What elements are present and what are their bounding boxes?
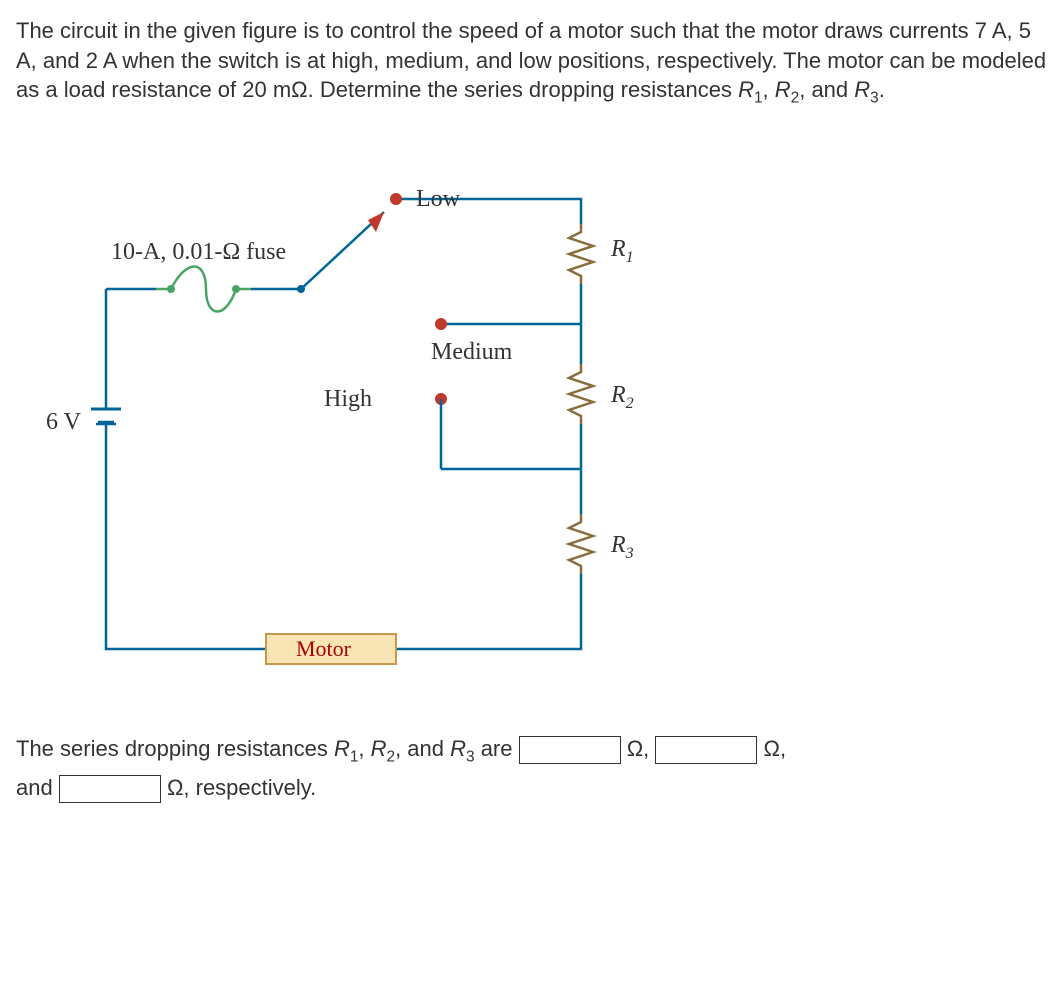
r1-input[interactable] (519, 736, 621, 764)
answer-section: The series dropping resistances R1, R2, … (16, 731, 1047, 805)
r3-var: R (854, 77, 870, 102)
ans-line2-pre: and (16, 775, 59, 800)
r1-var: R (738, 77, 754, 102)
r2-input[interactable] (655, 736, 757, 764)
r2-label: R (610, 382, 626, 408)
r3-label: R (610, 532, 626, 558)
problem-line4a: load resistance of 20 mΩ. Determine the … (64, 77, 738, 102)
high-label: High (324, 386, 372, 412)
ans-r1: R (334, 736, 350, 761)
r2-sub: 2 (791, 90, 800, 107)
r3-input[interactable] (59, 775, 161, 803)
ans-r3: R (450, 736, 466, 761)
end-text: . (879, 77, 885, 102)
ans-pre: The series dropping resistances (16, 736, 334, 761)
problem-statement: The circuit in the given figure is to co… (16, 16, 1047, 110)
svg-text:R3: R3 (610, 532, 634, 562)
ans-unit1: Ω, (621, 736, 656, 761)
circuit-diagram: 10-A, 0.01-Ω fuse 6 V Low Medium High Mo… (36, 134, 1047, 702)
motor-label: Motor (296, 636, 352, 661)
ans-unit2: Ω, (757, 736, 786, 761)
and-text: , and (799, 77, 854, 102)
ans-c2: , and (395, 736, 450, 761)
r3-sub: 3 (870, 90, 879, 107)
medium-label: Medium (431, 339, 513, 365)
r1-label: R (610, 236, 626, 262)
svg-text:R1: R1 (610, 236, 634, 266)
r1-sub-diagram: 1 (626, 249, 634, 266)
voltage-label: 6 V (46, 409, 82, 435)
low-label: Low (416, 186, 461, 212)
ans-c1: , (358, 736, 370, 761)
ans-s3: 3 (466, 749, 475, 766)
r3-sub-diagram: 3 (625, 545, 634, 562)
r1-sub: 1 (754, 90, 763, 107)
svg-text:R2: R2 (610, 382, 634, 412)
ans-post1: are (475, 736, 519, 761)
ans-unit3: Ω, respectively. (161, 775, 316, 800)
r2-sub-diagram: 2 (626, 395, 634, 412)
ans-r2: R (371, 736, 387, 761)
ans-s2: 2 (387, 749, 396, 766)
r2-var: R (775, 77, 791, 102)
fuse-label: 10-A, 0.01-Ω fuse (111, 239, 286, 265)
comma1: , (763, 77, 769, 102)
problem-line1: The circuit in the given figure is to co… (16, 18, 719, 43)
